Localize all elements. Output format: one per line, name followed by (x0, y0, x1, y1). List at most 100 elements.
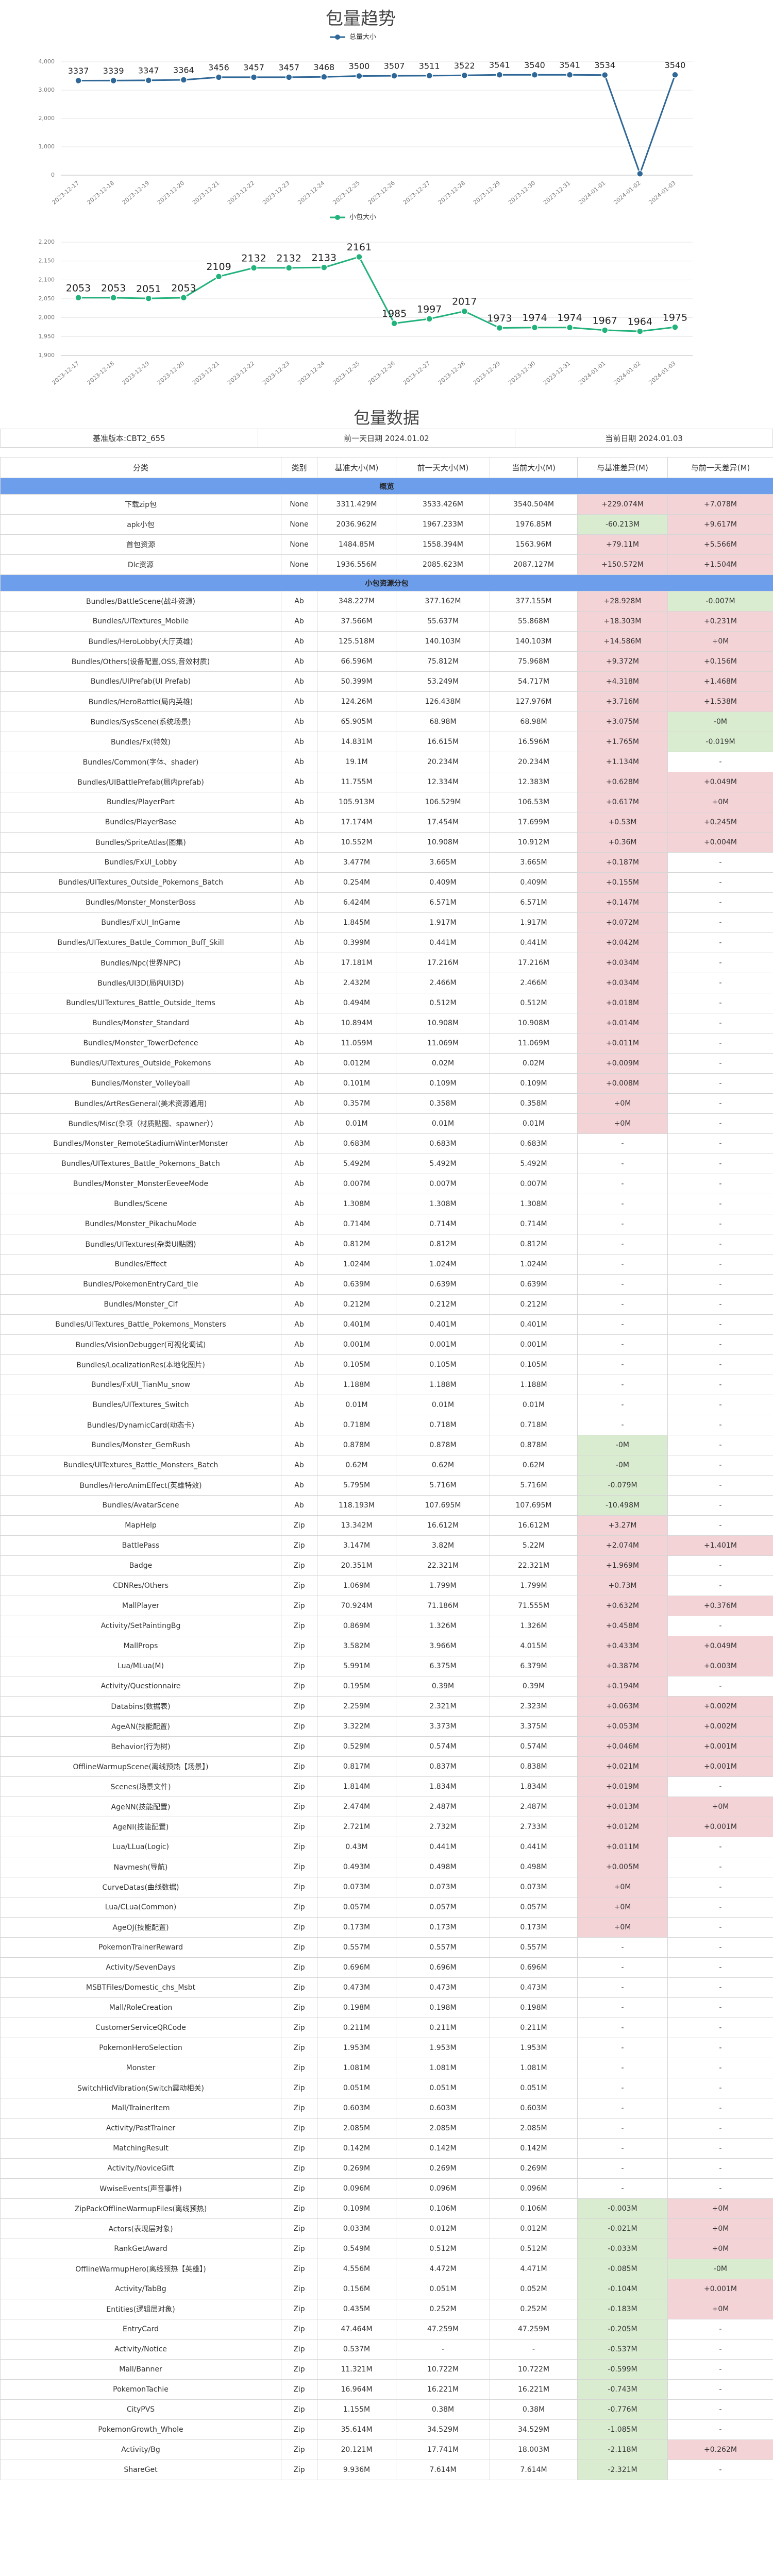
table-cell: 2.733M (490, 1817, 578, 1837)
table-cell: 16.612M (490, 1515, 578, 1536)
table-cell: Behavior(行为树) (0, 1736, 281, 1757)
data-row: Activity/SevenDays Zip 0.696M 0.696M 0.696M -… (0, 1957, 773, 1978)
table-cell: 0.718M (490, 1415, 578, 1435)
data-row: MSBTFiles/Domestic_chs_Msbt Zip 0.473M 0.47… (0, 1977, 773, 1998)
table-cell: PokemonTachie (0, 2379, 281, 2400)
table-cell: Badge (0, 1555, 281, 1576)
table-cell: 0.001M (490, 1334, 578, 1355)
table-cell: +0.458M (577, 1616, 668, 1636)
table-cell: 3.665M (396, 852, 490, 873)
table-cell: 1.326M (490, 1616, 578, 1636)
data-table: 分类 类别 基准大小(M) 前一天大小(M) 当前大小(M) 与基准差异(M) 与前一天差异… (0, 457, 773, 2480)
data-row: AgeNN(技能配置) Zip 2.474M 2.487M 2.487M +0.013M +… (0, 1797, 773, 1817)
data-row: Bundles/HeroLobby(大厅英雄) Ab 125.518M 140.103… (0, 631, 773, 652)
table-cell: +0.008M (577, 1073, 668, 1094)
y-tick-label: 3,000 (39, 87, 55, 93)
table-cell: - (577, 1294, 668, 1315)
table-cell: 0.007M (490, 1174, 578, 1194)
table-cell: -0.033M (577, 2239, 668, 2259)
table-cell: +1.401M (667, 1535, 773, 1556)
table-cell: Bundles/PlayerBase (0, 812, 281, 833)
table-cell: - (667, 1033, 773, 1054)
table-cell: 16.615M (396, 732, 490, 752)
table-cell: Ab (281, 1375, 317, 1395)
table-cell: Bundles/FxUI_InGame (0, 912, 281, 933)
table-cell: 0.718M (317, 1415, 396, 1435)
table-cell: Zip (281, 1636, 317, 1656)
table-cell: +1.765M (577, 732, 668, 752)
table-cell: +0.262M (667, 2439, 773, 2460)
column-header: 与基准差异(M) (577, 457, 668, 478)
table-cell: 2.721M (317, 1817, 396, 1837)
table-cell: 20.121M (317, 2439, 396, 2460)
table-cell: Activity/SetPaintingBg (0, 1616, 281, 1636)
table-cell: 1936.556M (317, 554, 396, 575)
table-cell: - (667, 1676, 773, 1697)
table-cell: Actors(表现层对象) (0, 2218, 281, 2239)
table-cell: - (577, 1997, 668, 2018)
table-cell: 70.924M (317, 1596, 396, 1616)
table-cell: 11.059M (317, 1033, 396, 1054)
data-label: 1967 (593, 315, 617, 326)
table-cell: Bundles/UITextures_Outside_Pokemons (0, 1053, 281, 1074)
data-row: Bundles/Scene Ab 1.308M 1.308M 1.308M - - (0, 1194, 773, 1214)
table-cell: 0.473M (317, 1977, 396, 1998)
table-cell: 0.399M (317, 933, 396, 953)
table-cell: 71.186M (396, 1596, 490, 1616)
table-cell: 1.308M (317, 1194, 396, 1214)
table-cell: - (577, 1194, 668, 1214)
table-cell: 0.696M (396, 1957, 490, 1978)
table-cell: 0.435M (317, 2299, 396, 2319)
x-tick-label: 2023-12-17 (51, 360, 80, 386)
table-cell: Bundles/Monster_PikachuMode (0, 1214, 281, 1234)
table-cell: 1.308M (396, 1194, 490, 1214)
x-tick-label: 2023-12-31 (542, 360, 572, 386)
y-tick-label: 2,150 (39, 258, 55, 264)
table-cell: PokemonTrainerReward (0, 1937, 281, 1958)
table-cell: -0.537M (577, 2339, 668, 2360)
table-cell: Bundles/Others(设备配置,OSS,音效材质) (0, 651, 281, 672)
data-row: Bundles/FxUI_InGame Ab 1.845M 1.917M 1.917M +… (0, 912, 773, 933)
table-cell: 1976.85M (490, 514, 578, 535)
table-cell: +1.134M (577, 752, 668, 772)
data-label: 1973 (487, 313, 512, 324)
table-cell: Zip (281, 2319, 317, 2340)
table-cell: Mall/RoleCreation (0, 1997, 281, 2018)
data-row: PokemonGrowth_Whole Zip 35.614M 34.529M 34.5… (0, 2419, 773, 2440)
table-cell: Bundles/HeroBattle(局内英雄) (0, 691, 281, 712)
x-tick-label: 2023-12-19 (121, 360, 150, 386)
table-cell: 3.82M (396, 1535, 490, 1556)
data-point (566, 324, 574, 331)
x-tick-label: 2023-12-28 (437, 180, 466, 206)
table-cell: Zip (281, 2339, 317, 2360)
table-cell: 2.085M (317, 2118, 396, 2139)
table-cell: - (577, 2058, 668, 2078)
table-cell: 0.109M (490, 1073, 578, 1094)
data-row: Bundles/UIPrefab(UI Prefab) Ab 50.399M 53.2… (0, 671, 773, 692)
data-row: ZipPackOfflineWarmupFiles(离线预热) Zip 0.109M… (0, 2198, 773, 2219)
table-cell: - (667, 2158, 773, 2179)
table-cell: - (667, 1314, 773, 1335)
data-label: 1997 (417, 303, 442, 315)
table-cell: 0.878M (396, 1435, 490, 1455)
table-cell: Ab (281, 973, 317, 993)
table-cell: Zip (281, 1696, 317, 1717)
data-point (180, 294, 188, 301)
table-cell: 0.557M (317, 1937, 396, 1958)
table-cell: - (667, 1937, 773, 1958)
table-cell: Dlc资源 (0, 554, 281, 575)
table-cell: 3311.429M (317, 494, 396, 515)
table-cell: +0.019M (577, 1776, 668, 1797)
table-cell: +0.387M (577, 1656, 668, 1676)
data-label: 3347 (138, 65, 159, 75)
table-cell: Zip (281, 2138, 317, 2159)
table-cell: CityPVS (0, 2399, 281, 2420)
table-cell: Bundles/AvatarScene (0, 1495, 281, 1516)
data-row: PokemonTrainerReward Zip 0.557M 0.557M 0.557… (0, 1937, 773, 1958)
data-row: Bundles/PlayerPart Ab 105.913M 106.529M 106.… (0, 792, 773, 812)
table-cell: 0.211M (490, 2018, 578, 2038)
data-row: Bundles/Misc(杂项（材质贴图、spawner）) Ab 0.01M 0.0… (0, 1113, 773, 1134)
table-cell: +4.318M (577, 671, 668, 692)
x-tick-label: 2023-12-27 (402, 360, 431, 386)
table-cell: 0.057M (396, 1897, 490, 1918)
